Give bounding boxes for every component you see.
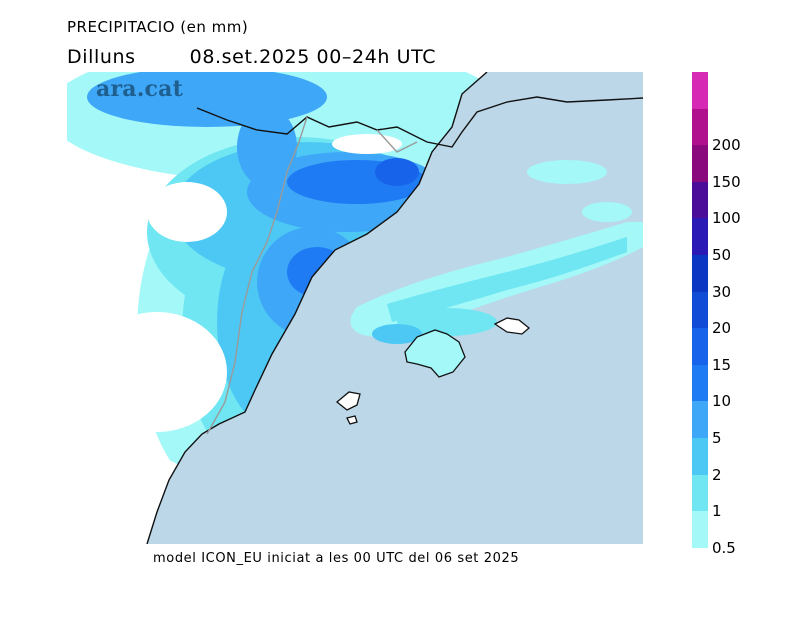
balearic-islands: [335, 317, 531, 425]
legend-label: 1: [712, 502, 722, 521]
legend-swatch: [692, 181, 708, 219]
chart-title: PRECIPITACIO (en mm): [67, 18, 249, 36]
legend-swatch: [692, 145, 708, 182]
sea-precipitation: [350, 160, 643, 344]
legend-label: 10: [712, 392, 732, 411]
model-note: model ICON_EU iniciat a les 00 UTC del 0…: [153, 551, 520, 566]
mallorca-island: [404, 329, 466, 378]
legend-swatch: [692, 328, 708, 365]
eivissa-island: [335, 391, 361, 411]
legend-swatch: [692, 218, 708, 255]
forecast-period: Dilluns 08.set.2025 00–24h UTC: [67, 46, 436, 68]
menorca-island: [493, 317, 531, 335]
brand-logo: ara.cat: [96, 76, 183, 102]
legend-swatch: [692, 291, 708, 329]
legend-label: 2: [712, 465, 722, 484]
forecast-day: Dilluns: [67, 46, 136, 68]
coastline: [146, 72, 488, 544]
legend-label: 100: [712, 209, 741, 228]
legend-swatch: [692, 474, 708, 512]
legend-label: 15: [712, 355, 732, 374]
legend-label: 200: [712, 136, 741, 155]
formentera-island: [346, 415, 358, 425]
legend-swatch: [692, 401, 708, 438]
legend-swatch: [692, 511, 708, 548]
legend-label: 150: [712, 172, 741, 191]
precipitation-map: [67, 72, 643, 544]
pyrenees-border: [196, 96, 643, 148]
legend-label: 20: [712, 319, 732, 338]
precipitation-legend: 0.5 1 2 5 10 15 20 30 50 100 150 200: [692, 72, 792, 555]
map-canvas: [67, 72, 643, 544]
forecast-date-range: 08.set.2025 00–24h UTC: [189, 46, 437, 68]
legend-label: 30: [712, 282, 732, 301]
legend-label: 5: [712, 429, 722, 447]
regional-border: [376, 129, 418, 153]
legend-swatch: [692, 255, 708, 292]
legend-label: 50: [712, 246, 732, 264]
legend-swatch: [692, 364, 708, 402]
regional-border: [206, 116, 308, 435]
legend-swatch: [692, 438, 708, 475]
legend-label: 0.5: [712, 538, 736, 557]
legend-swatch: [692, 108, 708, 146]
legend-swatch: [692, 72, 708, 109]
